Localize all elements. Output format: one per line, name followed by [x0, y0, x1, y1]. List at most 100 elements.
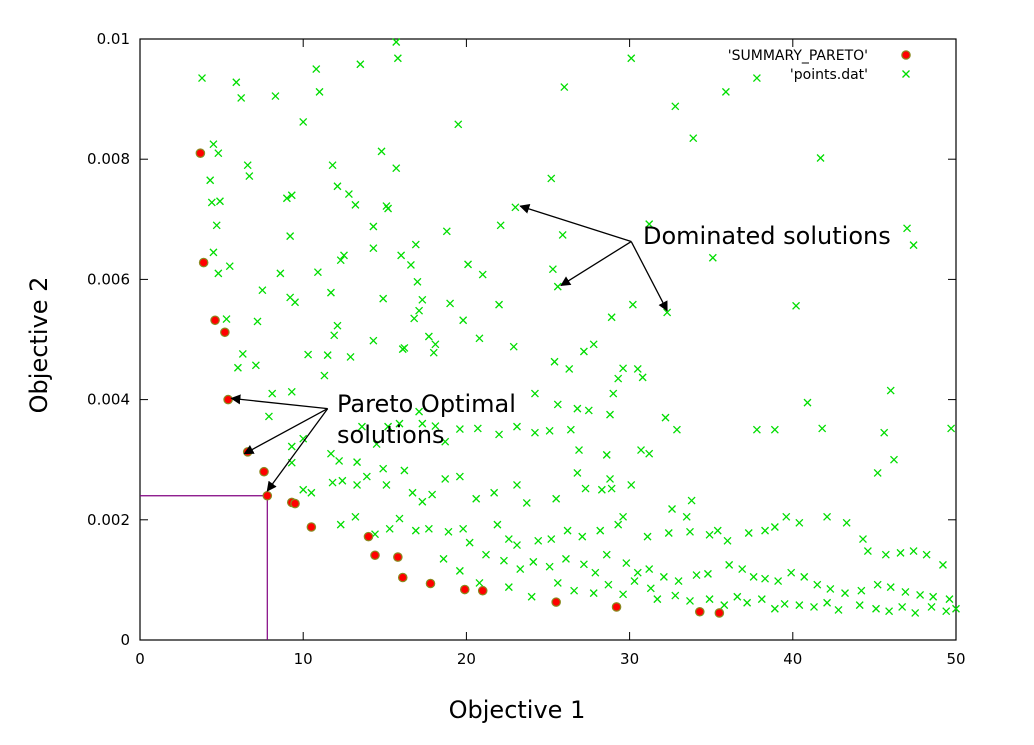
dominated-point: [609, 389, 618, 398]
dominated-point-stroke: [455, 425, 464, 434]
dominated-point: [614, 374, 623, 383]
dominated-point-stroke: [395, 514, 404, 523]
dominated-point-stroke: [686, 596, 694, 605]
dominated-point: [795, 601, 804, 610]
dominated-point-stroke: [431, 422, 440, 431]
dominated-point: [282, 194, 291, 203]
dominated-point-stroke: [504, 535, 513, 543]
dominated-point: [687, 496, 696, 505]
dominated-point: [338, 476, 347, 485]
dominated-point-stroke: [382, 480, 391, 489]
dominated-point: [258, 286, 267, 295]
dominated-point: [214, 149, 223, 158]
dominated-point: [560, 83, 569, 92]
annotation-dominated-label: Dominated solutions: [643, 222, 891, 250]
dominated-point-stroke: [465, 538, 474, 547]
dominated-point-stroke: [344, 190, 353, 199]
dominated-point: [428, 490, 437, 499]
dominated-point-stroke: [351, 512, 360, 521]
dominated-point-stroke: [664, 529, 673, 537]
dominated-point: [761, 574, 770, 583]
dominated-point: [738, 565, 747, 574]
dominated-point-stroke: [369, 336, 378, 345]
dominated-point-stroke: [792, 301, 801, 310]
dominated-point-stroke: [602, 450, 611, 459]
dominated-point: [857, 586, 866, 595]
dominated-point-stroke: [356, 60, 365, 69]
dominated-point: [232, 78, 241, 87]
dominated-point: [431, 422, 440, 431]
dominated-point-stroke: [384, 204, 393, 213]
dominated-point-stroke: [357, 422, 366, 431]
dominated-point-stroke: [622, 559, 631, 568]
dominated-point: [444, 527, 453, 536]
dominated-point: [589, 340, 598, 349]
dominated-point-stroke: [286, 232, 295, 241]
dominated-point-stroke: [550, 357, 559, 366]
dominated-point: [307, 488, 316, 497]
dominated-point: [903, 224, 911, 233]
dominated-point: [881, 550, 890, 559]
dominated-point-stroke: [553, 578, 562, 587]
dominated-point-stroke: [689, 134, 698, 143]
dominated-point-stroke: [400, 466, 409, 475]
dominated-point-stroke: [630, 577, 639, 586]
y-tick-label: 0.006: [87, 270, 130, 288]
dominated-point: [622, 559, 631, 568]
dominated-point: [597, 485, 606, 494]
dominated-point-stroke: [787, 568, 796, 577]
dominated-point: [671, 591, 680, 600]
annotation-pareto-label-line1: Pareto Optimal: [337, 390, 516, 418]
dominated-point: [813, 580, 822, 589]
dominated-point-stroke: [581, 484, 590, 493]
dominated-point: [633, 568, 642, 577]
dominated-point: [558, 230, 567, 239]
dominated-point-stroke: [725, 560, 734, 569]
dominated-point: [945, 595, 954, 604]
dominated-point: [198, 74, 206, 83]
dominated-point: [395, 514, 404, 523]
dominated-point-stroke: [454, 120, 463, 129]
dominated-point: [792, 301, 801, 310]
dominated-point-stroke: [473, 424, 482, 433]
dominated-point-stroke: [287, 387, 296, 396]
dominated-point: [464, 260, 472, 269]
dominated-point: [606, 410, 614, 419]
dominated-point-stroke: [475, 334, 484, 343]
dominated-point-stroke: [553, 282, 562, 291]
dominated-point-stroke: [579, 347, 588, 356]
dominated-point-stroke: [459, 316, 468, 325]
dominated-point-stroke: [496, 221, 505, 230]
dominated-point: [803, 398, 812, 407]
dominated-point-stroke: [455, 472, 464, 481]
dominated-point-stroke: [873, 468, 882, 477]
dominated-point: [431, 340, 440, 349]
dominated-point-stroke: [326, 288, 335, 297]
dominated-point-stroke: [938, 560, 947, 569]
dominated-point-stroke: [863, 547, 872, 556]
dominated-point-stroke: [929, 592, 938, 601]
dominated-point: [873, 580, 882, 589]
legend-cross: [902, 70, 910, 78]
dominated-point-stroke: [212, 221, 221, 230]
dominated-point: [561, 554, 570, 563]
dominated-point-stroke: [752, 425, 761, 434]
y-tick-label: 0.004: [87, 391, 130, 409]
dominated-point: [335, 456, 344, 465]
dominated-point-stroke: [522, 499, 531, 507]
dominated-point: [233, 363, 242, 372]
dominated-point-stroke: [782, 512, 791, 521]
dominated-point-stroke: [922, 550, 931, 559]
dominated-point: [411, 526, 420, 535]
dominated-point-stroke: [495, 430, 503, 439]
dominated-point-stroke: [813, 580, 822, 589]
dominated-point-stroke: [340, 251, 348, 260]
dominated-point: [686, 527, 694, 536]
dominated-point-stroke: [299, 434, 308, 443]
dominated-point: [472, 494, 481, 503]
dominated-point: [686, 596, 694, 605]
dominated-point: [299, 434, 308, 443]
dominated-point-stroke: [565, 364, 574, 373]
dominated-point: [674, 577, 683, 586]
dominated-point: [455, 472, 464, 481]
